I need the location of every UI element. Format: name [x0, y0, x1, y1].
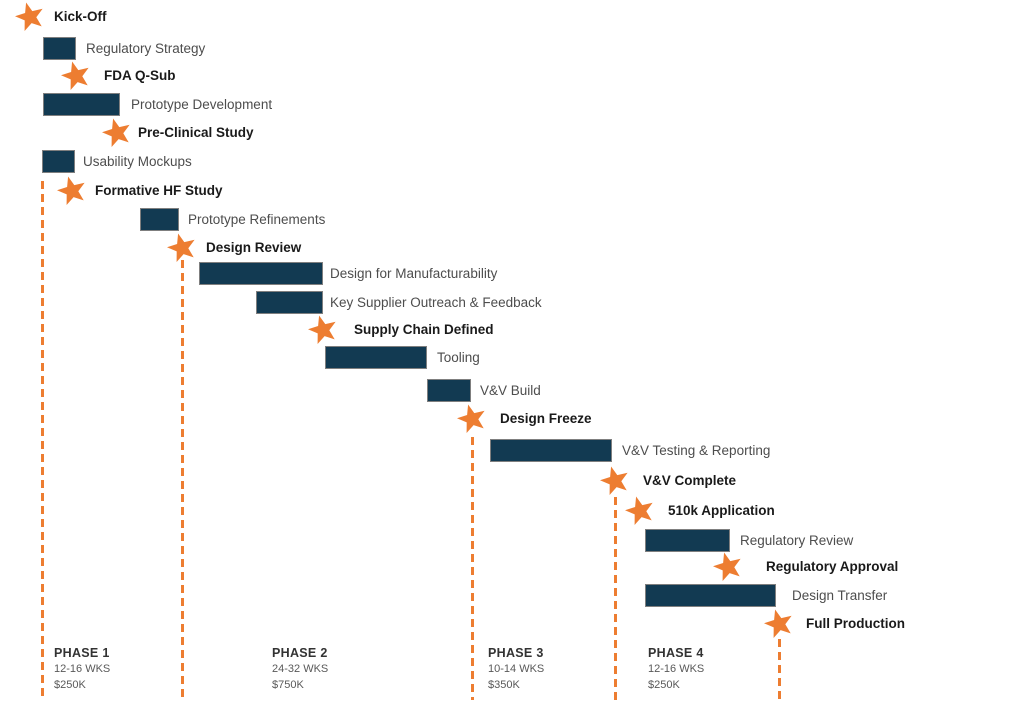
task-bar	[256, 291, 323, 314]
milestone-star-icon	[625, 496, 655, 526]
task-label: Design for Manufacturability	[330, 266, 498, 281]
task-label: Design Transfer	[792, 588, 888, 603]
task-label: Key Supplier Outreach & Feedback	[330, 295, 542, 310]
task-bar	[43, 37, 76, 60]
task-label: Tooling	[437, 350, 480, 365]
task-label: Usability Mockups	[83, 154, 192, 169]
milestone-label: Regulatory Approval	[766, 559, 899, 574]
milestone-label: 510k Application	[668, 503, 775, 518]
phase-cost: $250K	[54, 679, 86, 691]
task-label: Regulatory Strategy	[86, 41, 206, 56]
phase-label-block: PHASE 3 10-14 WKS $350K	[488, 645, 544, 693]
phase-name: PHASE 4	[648, 646, 704, 660]
phase-cost: $350K	[488, 679, 520, 691]
milestone-star-icon	[57, 176, 87, 206]
milestone-label: FDA Q-Sub	[104, 68, 176, 83]
milestone-star-icon	[764, 609, 794, 639]
task-label: Regulatory Review	[740, 533, 854, 548]
milestone-star-icon	[600, 466, 630, 496]
task-bar	[645, 529, 730, 552]
milestone-star-icon	[308, 315, 338, 345]
phase-duration: 24-32 WKS	[272, 663, 329, 675]
task-bar	[199, 262, 323, 285]
milestone-label: Kick-Off	[54, 9, 107, 24]
task-bar	[645, 584, 776, 607]
phase-divider-line	[471, 437, 474, 700]
phase-divider-line	[41, 181, 44, 700]
phase-name: PHASE 3	[488, 646, 544, 660]
milestone-star-icon	[61, 61, 91, 91]
phase-cost: $250K	[648, 679, 680, 691]
milestone-star-icon	[457, 404, 487, 434]
phase-divider-line	[614, 497, 617, 700]
milestone-star-icon	[713, 552, 743, 582]
task-bar	[427, 379, 471, 402]
milestone-label: V&V Complete	[643, 473, 737, 488]
task-bar	[43, 93, 120, 116]
phase-duration: 10-14 WKS	[488, 663, 545, 675]
milestone-label: Full Production	[806, 616, 905, 631]
task-label: V&V Testing & Reporting	[622, 443, 771, 458]
task-bar	[42, 150, 75, 173]
phase-label-block: PHASE 4 12-16 WKS $250K	[648, 645, 704, 693]
phase-name: PHASE 2	[272, 646, 328, 660]
task-bar	[325, 346, 427, 369]
milestone-label: Formative HF Study	[95, 183, 223, 198]
task-label: Prototype Development	[131, 97, 273, 112]
phase-label-block: PHASE 1 12-16 WKS $250K	[54, 645, 110, 693]
milestone-star-icon	[15, 2, 45, 32]
task-label: Prototype Refinements	[188, 212, 326, 227]
milestone-star-icon	[167, 233, 197, 263]
phase-divider-line	[181, 260, 184, 700]
phase-end-line	[778, 639, 781, 700]
task-bar	[140, 208, 179, 231]
milestone-label: Pre-Clinical Study	[138, 125, 254, 140]
phase-cost: $750K	[272, 679, 304, 691]
milestone-label: Design Freeze	[500, 411, 592, 426]
task-label: V&V Build	[480, 383, 541, 398]
milestone-label: Design Review	[206, 240, 302, 255]
phase-duration: 12-16 WKS	[54, 663, 111, 675]
phase-name: PHASE 1	[54, 646, 110, 660]
phase-label-block: PHASE 2 24-32 WKS $750K	[272, 645, 328, 693]
milestone-label: Supply Chain Defined	[354, 322, 494, 337]
phase-duration: 12-16 WKS	[648, 663, 705, 675]
milestone-star-icon	[102, 118, 132, 148]
task-bar	[490, 439, 612, 462]
